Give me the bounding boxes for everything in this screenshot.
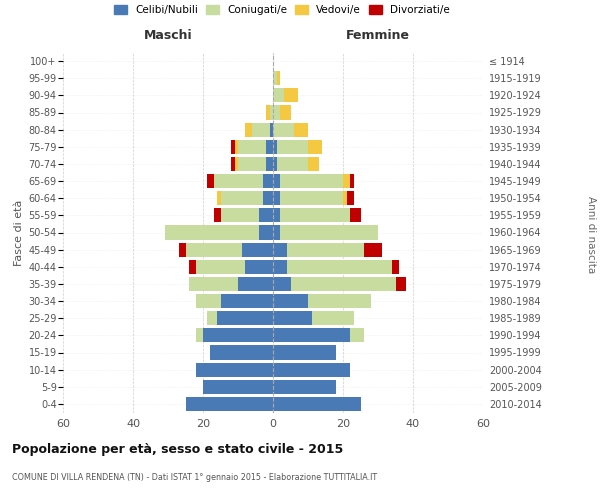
Bar xyxy=(273,380,336,394)
Text: Anni di nascita: Anni di nascita xyxy=(586,196,596,274)
Bar xyxy=(214,208,221,222)
Bar xyxy=(231,157,235,171)
Bar xyxy=(280,106,290,120)
Bar xyxy=(235,140,238,154)
Bar xyxy=(273,226,280,239)
Bar xyxy=(214,174,263,188)
Bar xyxy=(266,157,273,171)
Bar xyxy=(206,311,217,325)
Bar xyxy=(350,328,364,342)
Bar xyxy=(185,242,241,256)
Bar xyxy=(203,328,273,342)
Bar xyxy=(290,277,395,291)
Bar xyxy=(273,311,311,325)
Bar xyxy=(273,328,350,342)
Bar xyxy=(245,122,252,136)
Bar xyxy=(196,328,203,342)
Bar xyxy=(196,294,221,308)
Bar xyxy=(266,106,269,120)
Bar xyxy=(273,260,287,274)
Bar xyxy=(284,88,298,102)
Bar xyxy=(277,140,308,154)
Bar xyxy=(280,174,343,188)
Bar xyxy=(269,106,273,120)
Bar xyxy=(259,226,273,239)
Legend: Celibi/Nubili, Coniugati/e, Vedovi/e, Divorziati/e: Celibi/Nubili, Coniugati/e, Vedovi/e, Di… xyxy=(110,1,454,20)
Bar xyxy=(277,71,280,85)
Bar xyxy=(263,191,273,205)
Bar xyxy=(263,174,273,188)
Bar xyxy=(273,157,277,171)
Bar xyxy=(206,174,214,188)
Bar xyxy=(273,122,294,136)
Bar xyxy=(164,226,259,239)
Text: COMUNE DI VILLA RENDENA (TN) - Dati ISTAT 1° gennaio 2015 - Elaborazione TUTTITA: COMUNE DI VILLA RENDENA (TN) - Dati ISTA… xyxy=(12,472,377,482)
Bar xyxy=(269,122,273,136)
Bar xyxy=(179,242,185,256)
Bar xyxy=(259,208,273,222)
Bar xyxy=(238,157,266,171)
Bar xyxy=(273,71,277,85)
Bar xyxy=(273,191,280,205)
Bar xyxy=(189,260,196,274)
Bar xyxy=(277,157,308,171)
Bar xyxy=(217,311,273,325)
Bar xyxy=(210,346,273,360)
Bar xyxy=(273,174,280,188)
Bar xyxy=(273,397,361,411)
Bar xyxy=(273,362,350,376)
Bar xyxy=(343,174,350,188)
Bar xyxy=(343,191,347,205)
Text: Maschi: Maschi xyxy=(143,29,193,42)
Bar xyxy=(308,140,322,154)
Bar xyxy=(185,397,273,411)
Bar xyxy=(252,122,269,136)
Bar xyxy=(266,140,273,154)
Bar xyxy=(189,277,238,291)
Bar xyxy=(395,277,406,291)
Bar xyxy=(350,208,361,222)
Y-axis label: Fasce di età: Fasce di età xyxy=(14,200,24,266)
Bar xyxy=(273,346,336,360)
Bar xyxy=(273,242,287,256)
Bar xyxy=(273,294,308,308)
Bar xyxy=(280,191,343,205)
Bar xyxy=(231,140,235,154)
Bar xyxy=(308,157,319,171)
Bar xyxy=(273,106,280,120)
Bar xyxy=(238,140,266,154)
Bar xyxy=(273,277,290,291)
Bar xyxy=(347,191,353,205)
Bar xyxy=(221,208,259,222)
Bar xyxy=(203,380,273,394)
Bar xyxy=(287,260,392,274)
Bar xyxy=(273,88,284,102)
Bar xyxy=(392,260,399,274)
Bar xyxy=(280,226,378,239)
Text: Popolazione per età, sesso e stato civile - 2015: Popolazione per età, sesso e stato civil… xyxy=(12,442,343,456)
Bar xyxy=(273,208,280,222)
Bar xyxy=(287,242,364,256)
Bar xyxy=(294,122,308,136)
Bar xyxy=(241,242,273,256)
Bar xyxy=(221,191,263,205)
Bar xyxy=(235,157,238,171)
Text: Femmine: Femmine xyxy=(346,29,410,42)
Bar xyxy=(280,208,350,222)
Bar xyxy=(273,140,277,154)
Bar xyxy=(196,260,245,274)
Bar xyxy=(238,277,273,291)
Bar xyxy=(308,294,371,308)
Bar xyxy=(350,174,353,188)
Bar xyxy=(311,311,353,325)
Bar xyxy=(364,242,382,256)
Bar xyxy=(217,191,221,205)
Bar xyxy=(245,260,273,274)
Bar xyxy=(196,362,273,376)
Bar xyxy=(221,294,273,308)
